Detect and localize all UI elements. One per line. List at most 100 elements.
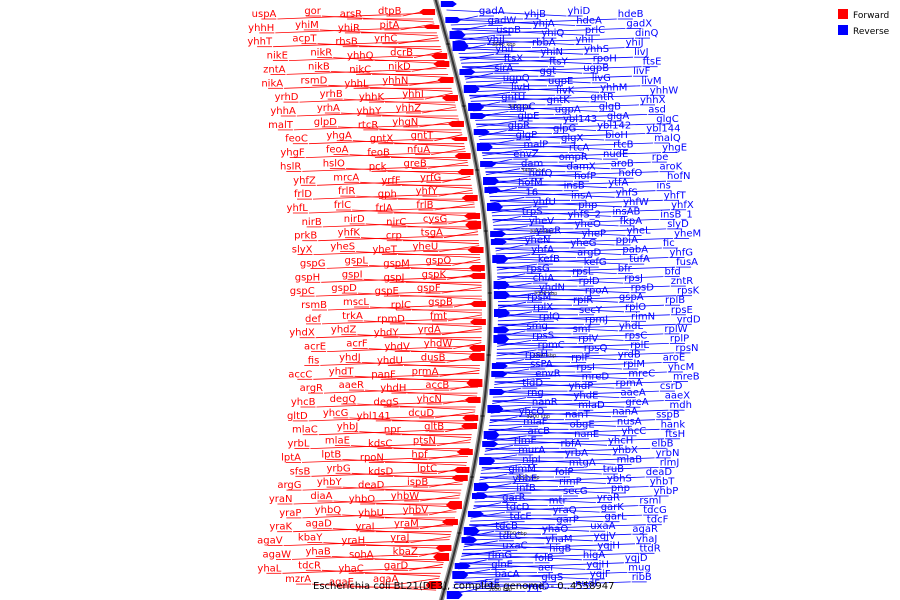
gene-label: nudF — [575, 579, 600, 590]
gene-label: yhbX — [612, 445, 638, 456]
label-connector — [489, 190, 656, 198]
label-connector — [480, 467, 659, 474]
gene-label: rbfA — [561, 438, 582, 449]
label-connector — [420, 494, 461, 502]
gene-label: glpG — [553, 124, 576, 135]
gene-label: yhaM — [546, 534, 573, 545]
gene-features — [419, 1, 510, 599]
gene-label: mreD — [582, 372, 610, 383]
gene-label: elbB — [651, 438, 673, 449]
gene-label: nikC — [349, 64, 371, 75]
label-connector — [491, 400, 664, 407]
gene-label: bfr — [618, 264, 633, 275]
gene-label: yhbP — [654, 486, 679, 497]
reverse-gene-feature — [489, 389, 506, 395]
axis-tick-label: 3350 kbp — [530, 229, 554, 235]
gene-label: agaD — [305, 519, 332, 530]
gene-label: gadW — [488, 16, 517, 27]
gene-label: 16 — [525, 187, 538, 198]
gene-label: crp — [386, 231, 402, 242]
reverse-gene-feature — [493, 335, 510, 343]
gene-label: yraP — [279, 508, 301, 519]
label-connector — [453, 342, 482, 349]
gene-label: rpsI — [576, 362, 595, 373]
label-connector — [476, 486, 649, 493]
forward-gene-feature — [437, 77, 454, 83]
forward-gene-feature — [461, 195, 478, 201]
gene-label: mtgA — [569, 457, 596, 468]
gene-label: yhhA — [270, 106, 296, 117]
gene-label: tufA — [629, 254, 650, 265]
label-connector — [313, 248, 480, 255]
label-connector — [488, 190, 615, 198]
label-connector — [492, 390, 659, 398]
gene-label: mdh — [670, 400, 692, 411]
gene-label: rpoH — [593, 54, 617, 65]
gene-label: yheO — [575, 219, 601, 230]
gene-label: yheP — [582, 228, 606, 239]
label-connector — [434, 134, 463, 142]
label-connector — [286, 68, 447, 75]
gene-label: rtcA — [569, 143, 590, 154]
label-connector — [454, 582, 575, 589]
gene-label: yqjD — [625, 553, 648, 564]
gene-label: yhdU — [377, 355, 403, 366]
gene-label: yraH — [341, 536, 365, 547]
label-connector — [322, 220, 477, 228]
forward-gene-feature — [433, 61, 450, 67]
axis-tick-label: 3200 kbp — [527, 414, 551, 420]
gene-label: glpR — [508, 121, 530, 132]
label-connector — [310, 442, 471, 449]
gene-label: yhhI — [402, 89, 424, 100]
label-connector — [497, 334, 624, 341]
label-connector — [485, 448, 612, 456]
gene-label: yhbQ — [315, 505, 342, 516]
label-connector — [491, 210, 612, 217]
gene-label: nirB — [302, 217, 322, 228]
gene-label: yhdP — [569, 381, 594, 392]
gene-label: yhdE — [574, 391, 599, 402]
label-connector — [424, 92, 453, 100]
gene-label: yraR — [597, 493, 620, 504]
gene-label: rpoA — [585, 286, 609, 297]
gene-label: rpsL — [572, 267, 594, 278]
label-connector — [481, 467, 602, 475]
gene-label: rpmC — [538, 340, 565, 351]
label-connector — [487, 428, 660, 436]
reverse-gene-feature — [470, 113, 487, 119]
label-connector — [477, 486, 610, 494]
label-connector — [459, 57, 592, 65]
label-lines — [257, 9, 692, 595]
gene-label: insB — [564, 181, 585, 192]
reverse-gene-feature — [491, 363, 508, 369]
gene-label: rplC — [391, 300, 411, 311]
label-connector — [475, 496, 596, 503]
gene-label: gspI — [342, 269, 363, 280]
label-connector — [443, 231, 478, 239]
gene-label: ompR — [559, 152, 588, 163]
gene-label: dcrB — [390, 48, 413, 59]
label-connector — [493, 381, 673, 388]
forward-gene-feature — [468, 353, 485, 361]
reverse-gene-feature — [483, 177, 500, 185]
label-connector — [326, 262, 481, 269]
gene-label: livG — [592, 73, 611, 84]
legend-swatch-reverse — [838, 25, 848, 35]
label-connector — [435, 411, 476, 419]
gene-label: yhdJ — [339, 352, 361, 363]
gene-label: aer — [538, 562, 555, 573]
label-connector — [495, 247, 662, 255]
gene-label: envZ — [513, 149, 538, 160]
label-connector — [494, 381, 615, 389]
gene-label: higA — [583, 550, 605, 561]
gene-label: ugpE — [548, 76, 573, 87]
gene-label: yhbY — [317, 477, 343, 488]
label-connector — [284, 81, 451, 89]
label-connector — [365, 223, 478, 231]
gene-label: slyD — [667, 219, 689, 230]
gene-label: yhdW — [424, 339, 453, 350]
gene-label: garR — [502, 493, 526, 504]
gene-label: prlC — [585, 25, 605, 36]
gene-label: rtcB — [613, 140, 634, 151]
label-connector — [469, 524, 590, 532]
